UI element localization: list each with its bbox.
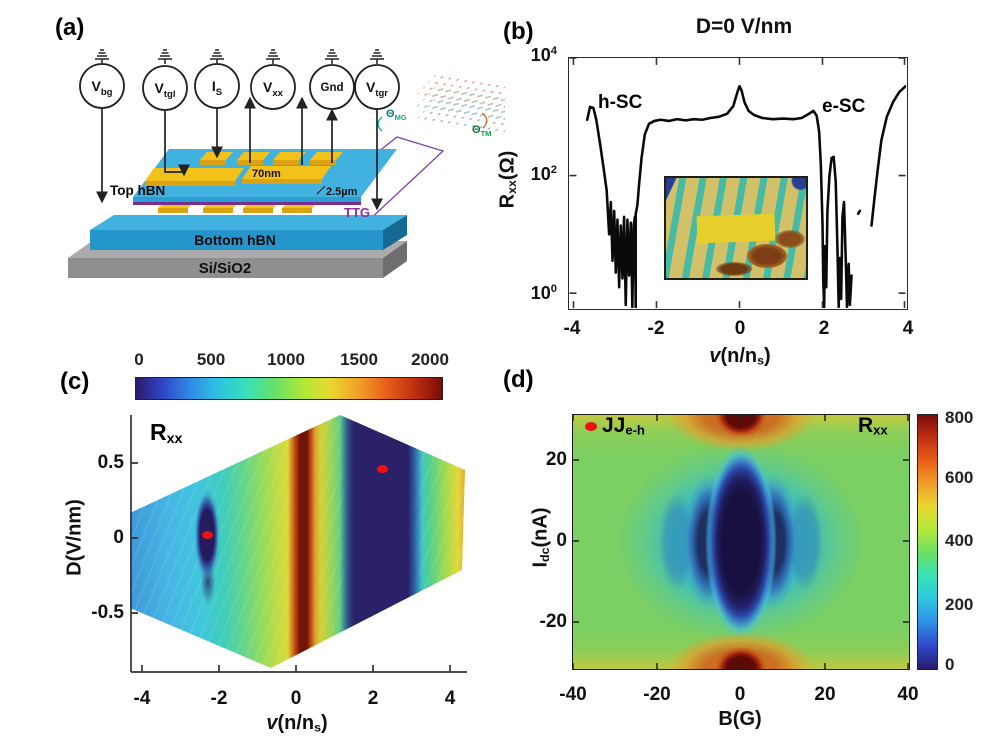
d-jj-marker	[585, 422, 597, 431]
d-map-label: Rxx	[858, 414, 888, 438]
c-cbar-tick: 1500	[340, 350, 378, 369]
b-ytick-1e2: 102	[530, 164, 557, 184]
inset-contact-blob	[716, 262, 753, 276]
panel-b-plot-box	[568, 57, 908, 310]
c-heatmap	[130, 415, 465, 668]
junction-length-label: 2.5µm	[326, 186, 358, 198]
substrate-label: Si/SiO2	[199, 260, 252, 277]
c-xlabel: v(n/ns)	[266, 712, 328, 735]
d-cbar-tick: 600	[945, 468, 974, 487]
b-xtick: -2	[647, 318, 665, 339]
c-map-label: Rxx	[150, 419, 183, 447]
c-cbar-tick: 500	[196, 350, 226, 369]
c-marker-hole-sc	[202, 531, 213, 539]
bottom-hbn-slab: Bottom hBN	[90, 215, 407, 250]
d-xtick: 20	[814, 684, 836, 705]
gate-thickness-label: 70nm	[252, 168, 281, 180]
b-xtick: 0	[734, 318, 746, 339]
device-optical-inset	[664, 176, 808, 280]
twist-angle-mg: ΘMG	[386, 108, 407, 122]
vtgl-source: Vtgl	[155, 80, 176, 100]
measurement-wires	[96, 96, 383, 211]
d-jj-label: JJe-h	[602, 414, 645, 438]
d-xtick: 0	[734, 684, 746, 705]
inset-contact-blob	[747, 244, 788, 268]
twist-angle-tm: ΘTM	[472, 124, 491, 138]
rxx-curve	[585, 84, 906, 308]
c-ytick: -0.5	[91, 602, 124, 623]
inset-contact-blob	[775, 230, 806, 248]
panel-c-label: (c)	[60, 368, 90, 395]
panel-a-label: (a)	[55, 14, 85, 41]
top-hbn-label: Top hBN	[110, 183, 165, 198]
zoom-guide-lines	[299, 136, 445, 222]
instrument-circles	[79, 63, 400, 111]
c-colorbar	[135, 377, 443, 400]
d-xtick: -20	[643, 684, 671, 705]
c-xtick: 4	[444, 688, 456, 709]
c-xtick: 2	[367, 688, 379, 709]
d-cbar-tick: 0	[945, 655, 955, 674]
theta-mg-arrow-icon	[377, 116, 383, 132]
c-ytick: 0.5	[97, 452, 124, 473]
d-xlabel: B(G)	[718, 708, 762, 730]
b-xtick: -4	[563, 318, 581, 339]
b-ytick-1e0: 100	[530, 283, 557, 303]
panel-d-label: (d)	[503, 366, 534, 393]
esc-annotation: e-SC	[822, 96, 866, 117]
c-xtick: -2	[210, 688, 228, 709]
rxx-vs-filling-plot	[569, 58, 906, 308]
d-xtick: -40	[559, 684, 587, 705]
bottom-hbn-label: Bottom hBN	[194, 232, 276, 248]
d-cbar-tick: 400	[945, 531, 974, 550]
device-schematic: ΘMG ΘTM Si/SiO2 Bottom hBN	[68, 49, 505, 278]
junction-length-arrow-icon	[316, 185, 326, 195]
c-cbar-tick: 0	[134, 350, 144, 369]
d-cbar-tick: 800	[945, 408, 974, 427]
bottom-contacts	[158, 201, 320, 213]
c-marker-electron-sc	[377, 465, 388, 473]
d-xtick: 40	[897, 684, 919, 705]
split-top-gates: 70nm 2.5µm	[145, 166, 358, 198]
ground-symbols	[95, 49, 384, 64]
vxx-meter: Vxx	[263, 79, 284, 99]
top-contacts	[200, 152, 343, 165]
panel-b-title: D=0 V/nm	[695, 15, 793, 38]
d-ytick: 0	[556, 530, 567, 551]
hsc-annotation: h-SC	[598, 92, 643, 113]
d-colorbar	[917, 414, 938, 670]
moire-lattice-sketch	[415, 74, 505, 136]
current-source: IS	[212, 78, 222, 98]
c-xtick: 0	[290, 688, 302, 709]
d-ytick: 20	[545, 449, 567, 470]
substrate-slab: Si/SiO2	[68, 241, 407, 278]
c-ytick: 0	[113, 527, 124, 548]
b-ytick-1e4: 104	[530, 45, 557, 65]
top-hbn-platform: Top hBN TTG	[110, 149, 397, 220]
vbg-source: Vbg	[92, 78, 113, 98]
c-xtick: -4	[133, 688, 151, 709]
d-ytick: -20	[539, 611, 567, 632]
c-cbar-tick: 2000	[411, 350, 449, 369]
gnd-terminal: Gnd	[321, 82, 344, 94]
ttg-layer-edge	[133, 202, 361, 205]
vtgr-source: Vtgr	[366, 79, 388, 99]
b-axis-ticks	[569, 58, 906, 308]
b-xtick: 4	[902, 318, 914, 339]
b-xlabel: v(n/ns)	[709, 345, 771, 368]
inset-gate-bar	[696, 213, 776, 244]
ttg-label: TTG	[344, 205, 370, 220]
theta-tm-arrow-icon	[481, 112, 488, 129]
c-cbar-tick: 1000	[267, 350, 305, 369]
d-cbar-tick: 200	[945, 595, 974, 614]
d-heatmap	[572, 414, 910, 670]
b-xtick: 2	[818, 318, 830, 339]
panel-b-label: (b)	[503, 18, 534, 45]
